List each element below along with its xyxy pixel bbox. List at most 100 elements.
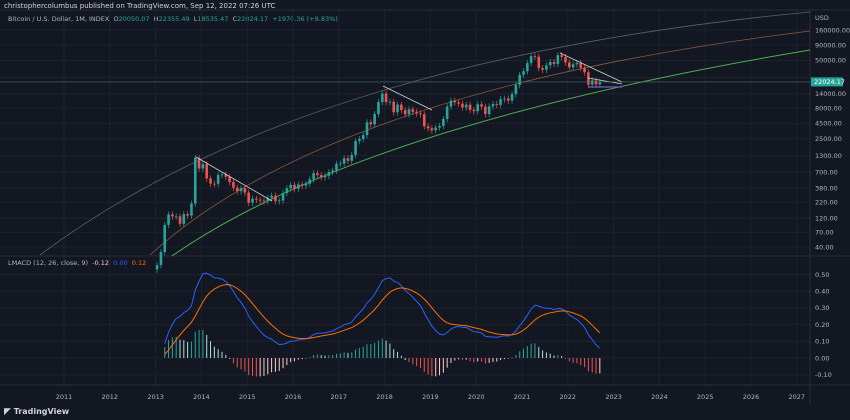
lower-curve bbox=[171, 49, 811, 257]
macd-histogram-bar bbox=[183, 340, 185, 358]
macd-histogram-bar bbox=[286, 358, 288, 366]
macd-histogram-bar bbox=[202, 329, 204, 358]
time-tick-label: 2024 bbox=[651, 393, 668, 401]
candle-body bbox=[163, 224, 167, 253]
candle-body bbox=[274, 195, 277, 202]
macd-histogram-bar bbox=[278, 358, 280, 371]
macd-histogram-bar bbox=[515, 354, 517, 358]
macd-histogram-bar bbox=[171, 337, 173, 358]
tradingview-logo: ◤ TradingView bbox=[4, 407, 70, 417]
candle-body bbox=[316, 173, 319, 176]
macd-histogram-bar bbox=[427, 358, 429, 375]
candle-body bbox=[506, 98, 510, 101]
candle-body bbox=[365, 122, 369, 136]
macd-histogram-bar bbox=[442, 358, 444, 373]
candle-body bbox=[331, 170, 334, 173]
candle-body bbox=[583, 67, 586, 73]
macd-histogram-bar bbox=[347, 352, 349, 358]
macd-histogram-bar bbox=[351, 352, 353, 358]
macd-histogram-bar bbox=[271, 358, 273, 373]
price-tick-label: 2500.00 bbox=[815, 135, 842, 143]
price-tick-label: 700.00 bbox=[815, 168, 838, 176]
macd-histogram-bar bbox=[450, 358, 452, 363]
candle-body bbox=[422, 114, 426, 127]
macd-histogram-bar bbox=[496, 358, 498, 362]
macd-histogram-bar bbox=[416, 358, 418, 367]
symbol-legend: Bitcoin / U.S. Dollar, 1M, INDEX O20050.… bbox=[8, 15, 338, 23]
candle-body bbox=[209, 178, 212, 184]
macd-histogram-bar bbox=[503, 358, 505, 360]
current-price-badge bbox=[811, 77, 843, 87]
trendline bbox=[587, 77, 623, 85]
macd-histogram-bar bbox=[362, 346, 364, 358]
low-label: L bbox=[193, 15, 198, 23]
time-tick-label: 2016 bbox=[285, 393, 302, 401]
macd-hist-value: -0.12 bbox=[92, 259, 110, 267]
candle-body bbox=[346, 158, 350, 161]
macd-histogram-bar bbox=[458, 358, 460, 360]
macd-histogram-bar bbox=[488, 358, 490, 363]
candle-body bbox=[510, 94, 514, 101]
candle-body bbox=[438, 125, 441, 128]
candle-body bbox=[594, 80, 598, 85]
macd-histogram-bar bbox=[595, 358, 597, 374]
candle-body bbox=[339, 163, 342, 165]
candle-body bbox=[434, 127, 438, 131]
macd-histogram-bar bbox=[423, 358, 425, 372]
macd-histogram-bar bbox=[263, 358, 265, 376]
macd-histogram-bar bbox=[481, 358, 483, 362]
candle-body bbox=[342, 158, 346, 164]
price-tick-label: 8000.00 bbox=[815, 105, 842, 113]
macd-histogram-bar bbox=[587, 358, 589, 372]
macd-tick-label: 0.00 bbox=[815, 354, 829, 362]
candle-body bbox=[476, 104, 479, 112]
macd-histogram-bar bbox=[274, 358, 276, 372]
candle-body bbox=[220, 174, 224, 176]
macd-histogram-bar bbox=[335, 353, 337, 358]
macd-histogram-bar bbox=[564, 358, 566, 359]
macd-histogram-bar bbox=[511, 357, 513, 359]
price-tick-label: 120.00 bbox=[815, 215, 838, 223]
macd-histogram-bar bbox=[584, 358, 586, 368]
candle-body bbox=[201, 164, 205, 169]
macd-histogram-bar bbox=[217, 349, 219, 358]
candle-body bbox=[193, 157, 197, 204]
candle-body bbox=[426, 126, 430, 129]
candle-body bbox=[499, 99, 502, 105]
logo-text: TradingView bbox=[13, 407, 70, 416]
candle-body bbox=[472, 109, 476, 112]
time-tick-label: 2018 bbox=[376, 393, 393, 401]
macd-histogram-bar bbox=[381, 338, 383, 358]
candle-body bbox=[235, 187, 239, 192]
candle-body bbox=[571, 64, 575, 68]
candle-body bbox=[453, 100, 457, 103]
candle-body bbox=[361, 135, 365, 140]
macd-histogram-bar bbox=[572, 358, 574, 363]
macd-histogram-bar bbox=[412, 358, 414, 365]
candle-body bbox=[335, 163, 338, 171]
macd-histogram-bar bbox=[435, 358, 437, 377]
macd-legend: LMACD (12, 26, close, 9) -0.12 0.00 0.12 bbox=[8, 259, 146, 267]
candle-body bbox=[174, 216, 178, 218]
candle-body bbox=[461, 103, 464, 108]
macd-histogram-bar bbox=[267, 358, 269, 375]
open-value: 20050.07 bbox=[118, 15, 150, 23]
close-value: 22024.17 bbox=[237, 15, 269, 23]
candle-body bbox=[415, 111, 418, 114]
macd-histogram-bar bbox=[232, 358, 234, 364]
macd-histogram-bar bbox=[461, 358, 463, 360]
macd-histogram-bar bbox=[557, 355, 559, 358]
candle-body bbox=[266, 197, 270, 202]
candle-body bbox=[560, 55, 563, 58]
candle-body bbox=[411, 109, 415, 112]
time-tick-label: 2025 bbox=[697, 393, 714, 401]
candle-body bbox=[178, 216, 182, 224]
publisher-line: christophercolumbus published on Trading… bbox=[4, 2, 276, 10]
candle-body bbox=[300, 184, 304, 186]
candle-body bbox=[388, 101, 392, 103]
macd-histogram-bar bbox=[225, 354, 227, 358]
candle-body bbox=[522, 71, 525, 75]
macd-tick-label: 0.10 bbox=[815, 338, 829, 346]
currency-label: USD bbox=[815, 14, 829, 22]
